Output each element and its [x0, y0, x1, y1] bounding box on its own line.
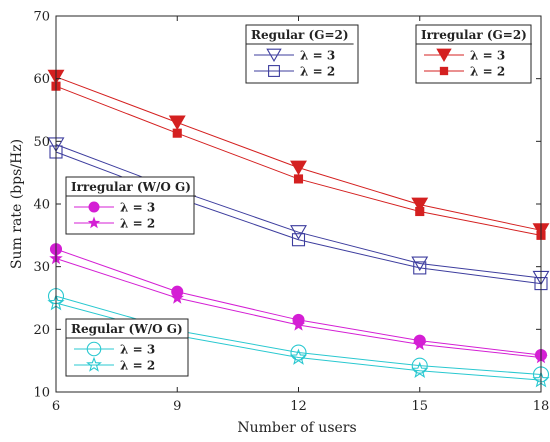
legend-3-entry-1-label: λ = 2 [120, 359, 155, 373]
series-6-point-2 [290, 344, 307, 361]
series-1-point-2 [293, 174, 304, 184]
legend-3: Regular (W/O G) λ = 3 λ = 2 [65, 318, 189, 377]
y-tick-label-3: 40 [33, 198, 50, 213]
legend-3-entry-0-label: λ = 3 [120, 343, 155, 357]
legend-2-entry-1-label: λ = 2 [120, 217, 155, 231]
y-tick-label-2: 30 [33, 260, 50, 275]
legend-2: Irregular (W/O G) λ = 3 λ = 2 [65, 176, 196, 235]
series-5-point-1 [170, 290, 184, 304]
series-1-point-1 [172, 128, 182, 138]
legend-2-entry-1-marker [87, 216, 101, 229]
series-2-line [55, 144, 542, 279]
series-0-point-1 [168, 115, 186, 131]
legend-3-title: Regular (W/O G) [71, 322, 183, 336]
series-3-point-3 [413, 261, 427, 275]
legend-3-entry-0-marker [86, 341, 102, 357]
x-tick-label-2: 12 [290, 399, 307, 414]
legend-1-entry-0-label: λ = 3 [470, 49, 505, 63]
x-tick-label-4: 18 [533, 399, 550, 414]
legend-0-entry-1-label: λ = 2 [300, 65, 335, 79]
legend-0-entry-0-marker [266, 48, 282, 62]
legend-1-entry-0-marker [436, 48, 452, 62]
series-6-point-3 [411, 357, 428, 374]
series-5-point-3 [413, 337, 427, 351]
y-tick-label-4: 50 [33, 135, 50, 150]
series-7-point-3 [411, 361, 429, 379]
legend-2-title: Irregular (W/O G) [71, 180, 191, 194]
series-0-point-3 [411, 197, 429, 213]
legend-2-entry-0-label: λ = 3 [120, 201, 155, 215]
legend-1-box [415, 24, 532, 84]
legend-3-box [65, 318, 189, 377]
legend-0: Regular (G=2) λ = 3 λ = 2 [245, 24, 359, 84]
legend-2-box [65, 176, 195, 235]
legend-1-entry-1-marker [439, 66, 449, 76]
series-0-point-2 [290, 160, 307, 176]
legend-1: Irregular (G=2) λ = 3 λ = 2 [415, 24, 532, 84]
legend-3-entry-1-marker [86, 356, 102, 372]
y-tick-label-0: 10 [33, 386, 50, 401]
legend-0-entry-0-label: λ = 3 [300, 49, 335, 63]
legend-1-entry-1-label: λ = 2 [470, 65, 505, 79]
legend-1-title: Irregular (G=2) [421, 28, 527, 42]
x-tick-label-3: 15 [411, 399, 428, 414]
y-tick-label-1: 20 [33, 323, 50, 338]
y-tick-label-5: 60 [33, 72, 50, 87]
x-tick-label-1: 9 [173, 399, 181, 414]
legend-0-entry-1-marker [268, 65, 280, 77]
legend-2-entry-0-marker [88, 201, 100, 213]
legend-0-box [245, 24, 359, 84]
axes: 6 9 12 15 18 10 20 30 40 50 60 70 [33, 10, 549, 415]
series-1-point-3 [415, 206, 425, 217]
series-5-point-2 [291, 317, 306, 331]
x-axis-label: Number of users [237, 420, 356, 436]
series-2-point-2 [290, 225, 307, 240]
x-tick-label-0: 6 [52, 399, 60, 414]
y-tick-label-6: 70 [33, 10, 50, 25]
series-2-point-3 [411, 256, 429, 272]
series-7-point-2 [289, 348, 308, 365]
y-axis-label: Sum rate (bps/Hz) [9, 139, 25, 269]
series-3-point-2 [291, 233, 306, 247]
legends: Regular (G=2) λ = 3 λ = 2 Irregular (G=2) λ … [65, 24, 532, 377]
legend-0-title: Regular (G=2) [251, 28, 349, 42]
